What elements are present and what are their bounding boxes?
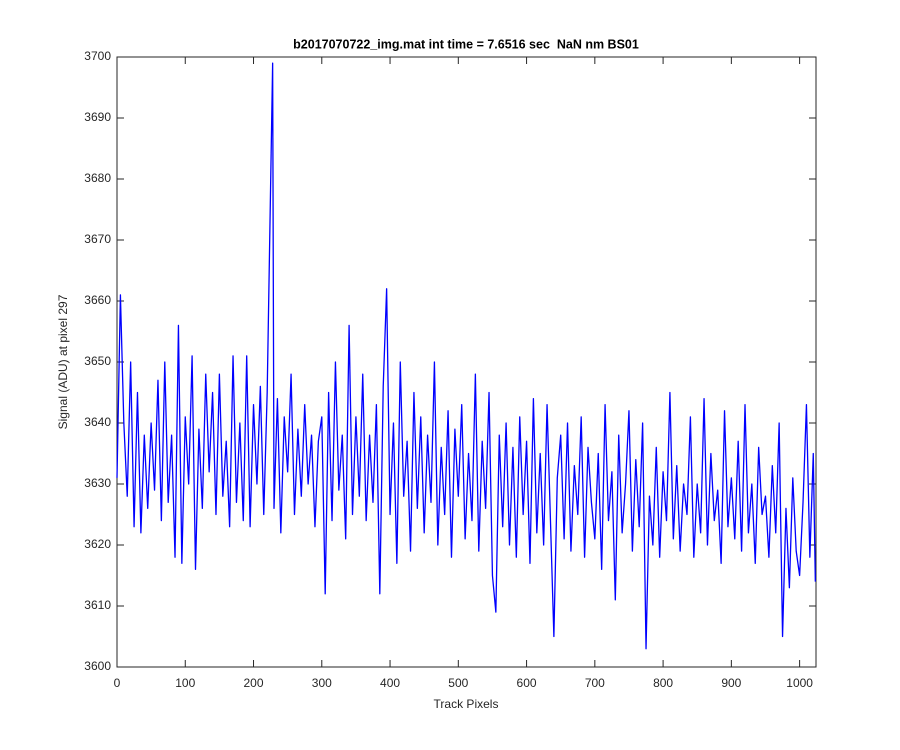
x-tick-label: 600 (517, 676, 537, 690)
plot-box (116, 56, 817, 668)
y-tick-label: 3610 (84, 598, 111, 612)
y-tick-label: 3640 (84, 415, 111, 429)
chart-title: b2017070722_img.mat int time = 7.6516 se… (293, 37, 639, 51)
y-tick-label: 3680 (84, 171, 111, 185)
x-tick-label: 700 (585, 676, 605, 690)
x-tick-label: 400 (380, 676, 400, 690)
x-tick-label: 100 (175, 676, 195, 690)
x-tick-label: 500 (448, 676, 468, 690)
x-tick-label: 800 (653, 676, 673, 690)
x-tick-label: 300 (312, 676, 332, 690)
x-tick-label: 0 (114, 676, 121, 690)
y-tick-label: 3650 (84, 354, 111, 368)
data-line (116, 62, 816, 650)
x-tick-label: 200 (244, 676, 264, 690)
y-tick-label: 3700 (84, 49, 111, 63)
y-tick-label: 3670 (84, 232, 111, 246)
y-tick-label: 3620 (84, 537, 111, 551)
y-tick-label: 3630 (84, 476, 111, 490)
y-axis-label: Signal (ADU) at pixel 297 (56, 294, 70, 429)
x-axis-label: Track Pixels (434, 697, 499, 711)
y-tick-label: 3660 (84, 293, 111, 307)
y-tick-label: 3600 (84, 659, 111, 673)
x-tick-label: 1000 (786, 676, 813, 690)
y-tick-label: 3690 (84, 110, 111, 124)
x-tick-label: 900 (721, 676, 741, 690)
